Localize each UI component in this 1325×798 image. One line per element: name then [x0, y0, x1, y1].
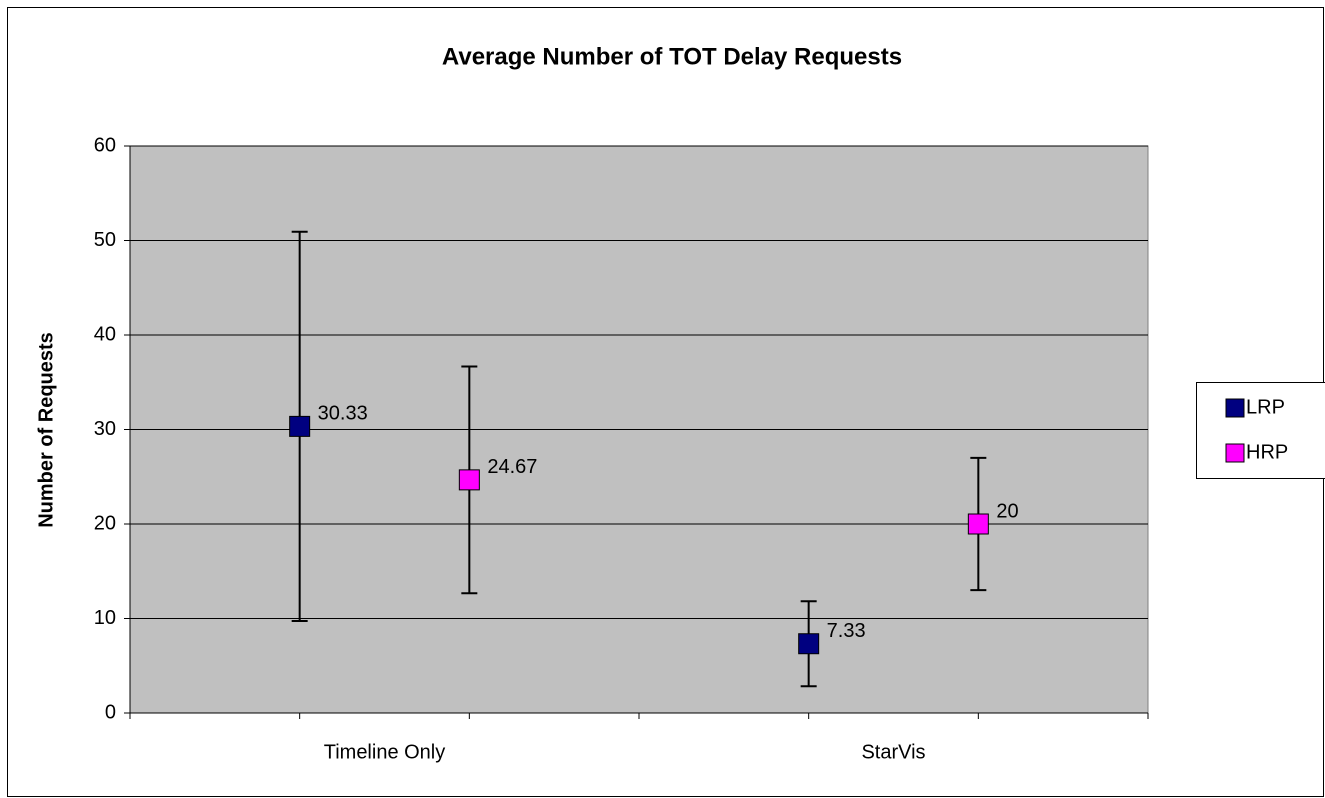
- y-axis-label: Number of Requests: [35, 332, 57, 528]
- y-tick-label: 40: [94, 323, 116, 345]
- chart-title: Average Number of TOT Delay Requests: [442, 43, 902, 70]
- legend-swatch: [1225, 443, 1245, 463]
- y-tick-label: 20: [94, 512, 116, 534]
- data-label: 24.67: [487, 456, 537, 478]
- data-label: 30.33: [318, 403, 368, 425]
- y-tick-label: 30: [94, 418, 116, 440]
- y-tick-label: 50: [94, 229, 116, 251]
- marker: [458, 469, 480, 491]
- x-tick-label: StarVis: [861, 741, 925, 763]
- legend-label: HRP: [1246, 441, 1288, 463]
- data-label: 7.33: [827, 620, 866, 642]
- data-label: 20: [996, 500, 1018, 522]
- marker: [798, 633, 820, 655]
- legend-label: LRP: [1246, 396, 1285, 418]
- legend-swatch: [1225, 398, 1245, 418]
- y-tick-label: 0: [105, 701, 116, 723]
- x-tick-label: Timeline Only: [324, 741, 446, 763]
- y-tick-label: 10: [94, 607, 116, 629]
- y-tick-label: 60: [94, 134, 116, 156]
- legend-box: [1196, 382, 1325, 479]
- marker: [289, 415, 311, 437]
- marker: [967, 513, 989, 535]
